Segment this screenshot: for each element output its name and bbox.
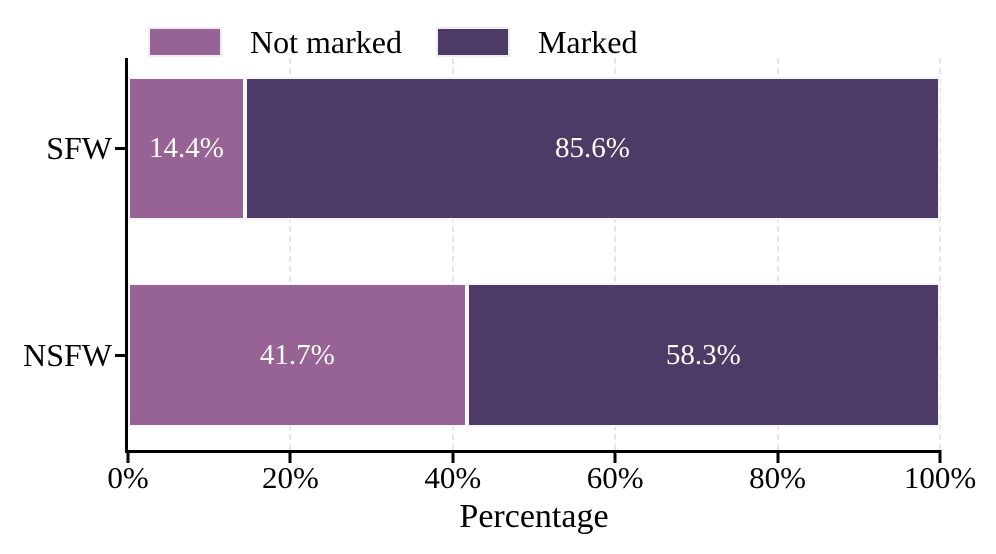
bar-segment-nsfw-marked: 58.3% <box>466 283 940 427</box>
gridline-40 <box>451 58 454 450</box>
x-axis-tick-labels: 0% 20% 40% 60% 80% 100% <box>107 460 976 497</box>
y-tick-nsfw <box>115 354 127 357</box>
bar-segment-nsfw-not-marked: 41.7% <box>128 283 467 427</box>
gridline-80 <box>776 58 779 450</box>
bar-value-label: 14.4% <box>149 132 224 164</box>
x-tick-40 <box>451 450 455 463</box>
x-tick-0 <box>126 450 130 463</box>
y-axis-label-sfw: SFW <box>46 130 112 166</box>
gridline-100 <box>939 58 941 450</box>
bar-row-sfw: 14.4% 85.6% <box>128 77 940 220</box>
x-tick-label-80: 80% <box>749 460 807 495</box>
bar-segment-sfw-not-marked: 14.4% <box>128 77 245 220</box>
x-tick-label-0: 0% <box>107 460 149 495</box>
bar-segment-sfw-marked: 85.6% <box>244 77 940 220</box>
gridline-60 <box>614 58 617 450</box>
x-tick-label-40: 40% <box>424 460 482 495</box>
x-tick-60 <box>613 450 617 463</box>
legend-item-marked: Marked <box>437 24 638 60</box>
x-tick-80 <box>776 450 780 463</box>
y-axis-spine <box>125 58 128 450</box>
x-tick-label-100: 100% <box>903 460 977 495</box>
bar-row-nsfw: 41.7% 58.3% <box>128 283 940 427</box>
x-axis-title: Percentage <box>459 498 609 535</box>
y-tick-sfw <box>115 147 127 150</box>
x-tick-100 <box>938 450 942 463</box>
bar-value-label: 41.7% <box>259 338 335 371</box>
x-tick-20 <box>288 450 292 463</box>
legend-label-marked: Marked <box>537 24 638 60</box>
x-tick-label-60: 60% <box>586 460 644 495</box>
plot-area: 14.4% 85.6% 41.7% 58.3% <box>125 58 941 453</box>
bar-value-label: 58.3% <box>665 338 741 371</box>
legend-label-not-marked: Not marked <box>250 24 402 60</box>
x-tick-label-20: 20% <box>261 460 319 495</box>
legend-swatch-marked <box>437 29 508 55</box>
x-axis-ticks <box>126 450 942 463</box>
x-axis-spine <box>125 450 940 453</box>
bar-value-label: 85.6% <box>554 132 630 164</box>
y-axis-label-nsfw: NSFW <box>23 337 112 373</box>
legend-swatch-not-marked <box>150 29 220 55</box>
legend-item-not-marked: Not marked <box>150 26 402 58</box>
legend: Not marked Marked <box>150 26 637 58</box>
gridline-20 <box>289 58 292 450</box>
